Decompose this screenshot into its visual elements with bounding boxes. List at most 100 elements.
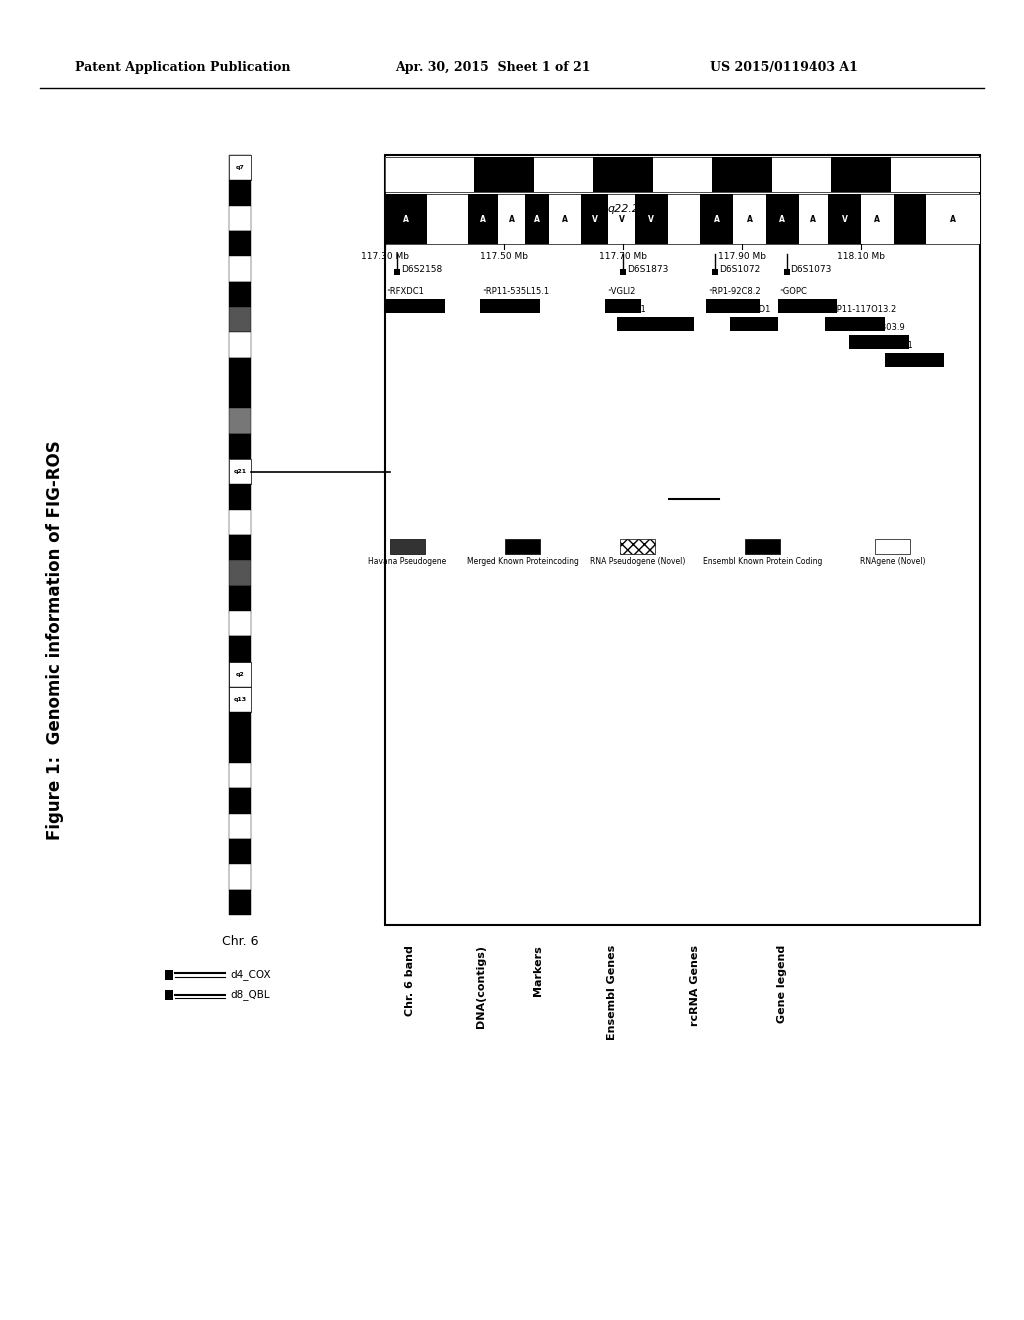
Bar [713, 157, 772, 191]
Bar [828, 194, 861, 244]
Text: rcRNA Genes: rcRNA Genes [690, 945, 700, 1026]
Bar [229, 560, 251, 586]
Text: A: A [402, 214, 409, 223]
Text: Figure 1:  Genomic information of FIG-ROS: Figure 1: Genomic information of FIG-ROS [46, 440, 65, 840]
Text: A: A [746, 214, 753, 223]
Bar [229, 206, 251, 231]
Bar [385, 157, 980, 191]
Bar [777, 300, 838, 313]
Bar [229, 333, 251, 358]
Text: ˣAL590303.9: ˣAL590303.9 [851, 323, 905, 333]
Bar [229, 840, 251, 865]
Bar [700, 194, 733, 244]
Text: A: A [562, 214, 568, 223]
Bar [165, 990, 173, 1001]
Bar [229, 813, 251, 840]
Bar [825, 317, 885, 331]
Text: A: A [779, 214, 785, 223]
Bar [480, 300, 540, 313]
Bar [385, 194, 980, 244]
Bar [831, 157, 891, 191]
Bar [229, 686, 251, 713]
Bar [799, 194, 828, 244]
Bar [229, 358, 251, 383]
Bar [474, 157, 534, 191]
Bar [620, 269, 626, 275]
Bar [229, 510, 251, 535]
Text: D6S1073: D6S1073 [791, 264, 831, 273]
Bar [582, 194, 608, 244]
Bar [229, 154, 251, 181]
Bar [385, 154, 980, 925]
Bar [549, 194, 582, 244]
Text: A: A [534, 214, 540, 223]
Text: ˣGOPC: ˣGOPC [779, 286, 808, 296]
Bar [229, 434, 251, 459]
Text: 117.90 Mb: 117.90 Mb [718, 252, 766, 261]
Text: q22.2: q22.2 [607, 205, 639, 214]
Text: D6S1873: D6S1873 [627, 264, 669, 273]
Bar [620, 539, 655, 554]
Bar [861, 194, 894, 244]
Bar [229, 686, 251, 713]
Text: V: V [592, 214, 598, 223]
Bar [229, 636, 251, 661]
Text: ˣVGLI2: ˣVGLI2 [607, 286, 636, 296]
Text: A: A [874, 214, 881, 223]
Bar [635, 194, 668, 244]
Bar [229, 661, 251, 686]
Text: Chr. 6: Chr. 6 [222, 935, 258, 948]
Bar [229, 661, 251, 686]
Bar [229, 788, 251, 813]
Bar [229, 383, 251, 408]
Text: ˣRP11-117O13.2: ˣRP11-117O13.2 [827, 305, 897, 314]
Bar [229, 713, 251, 738]
Text: V: V [618, 214, 625, 223]
Bar [229, 890, 251, 915]
Bar [229, 484, 251, 510]
Bar [745, 539, 780, 554]
Bar [229, 535, 251, 560]
Bar [534, 157, 593, 191]
Bar [229, 181, 251, 206]
Bar [874, 539, 910, 554]
Text: 117.30 Mb: 117.30 Mb [361, 252, 409, 261]
Text: Merged Known Proteincoding: Merged Known Proteincoding [467, 557, 579, 566]
Bar [894, 194, 927, 244]
Bar [668, 194, 700, 244]
Bar [229, 281, 251, 308]
Bar [505, 539, 540, 554]
Text: Markers: Markers [532, 945, 543, 995]
Text: Ensembl Genes: Ensembl Genes [607, 945, 617, 1040]
Text: q2: q2 [236, 672, 245, 677]
Text: d4_COX: d4_COX [230, 970, 270, 981]
Bar [229, 459, 251, 484]
Text: q13: q13 [233, 697, 247, 702]
Bar [229, 763, 251, 788]
Bar [468, 194, 498, 244]
Bar [229, 308, 251, 333]
Bar [229, 738, 251, 763]
Text: q7: q7 [236, 165, 245, 170]
Bar [766, 194, 799, 244]
Bar [608, 194, 635, 244]
Text: 117.50 Mb: 117.50 Mb [480, 252, 528, 261]
Text: ˣRP1-92C8.2: ˣRP1-92C8.2 [709, 286, 761, 296]
Bar [229, 256, 251, 281]
Text: US 2015/0119403 A1: US 2015/0119403 A1 [710, 62, 858, 74]
Text: RNA Pseudogene (Novel): RNA Pseudogene (Novel) [590, 557, 685, 566]
Text: A: A [950, 214, 956, 223]
Bar [229, 865, 251, 890]
Text: Chr. 6 band: Chr. 6 band [404, 945, 415, 1016]
Bar [229, 408, 251, 434]
Text: A: A [714, 214, 720, 223]
Text: Gene legend: Gene legend [776, 945, 786, 1023]
Text: A: A [509, 214, 514, 223]
Bar [772, 157, 831, 191]
Bar [385, 300, 444, 313]
Text: A: A [810, 214, 816, 223]
Bar [390, 539, 425, 554]
Bar [652, 157, 713, 191]
Text: DNA(contigs): DNA(contigs) [476, 945, 486, 1028]
Text: ˣRFXDC1: ˣRFXDC1 [387, 286, 425, 296]
